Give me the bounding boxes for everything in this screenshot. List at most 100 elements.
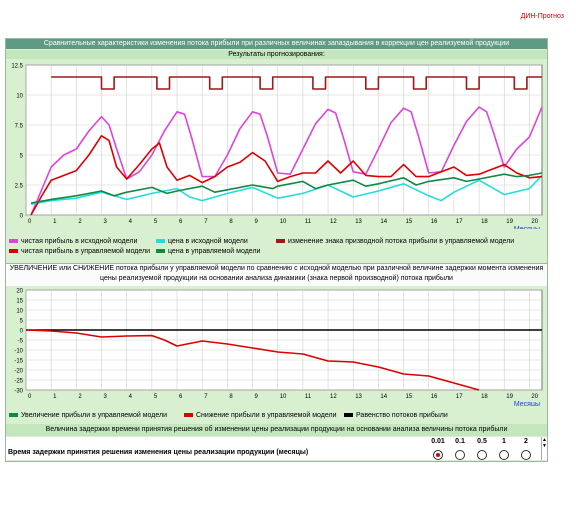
x-unit-label: Месяцы — [514, 226, 540, 229]
legend-swatch — [344, 413, 353, 418]
x-tick-label: 10 — [280, 394, 287, 400]
legend-item-base-profit: чистая прибыль в исходной модели — [9, 237, 137, 246]
x-tick-label: 18 — [481, 219, 488, 225]
delay-selector: 0.01 0.1 0.5 1 2 Время задержки принятия реш… — [6, 437, 547, 460]
brand-label: ДИН-Прогноз — [520, 13, 564, 20]
legend-item-decrease: Снижение прибыли в управляемой модели — [184, 411, 337, 420]
legend-item-base-price: цена в исходной модели — [156, 237, 248, 246]
y-tick-label: 0 — [20, 329, 24, 335]
delay-option-label: 1 — [502, 438, 506, 445]
x-tick-label: 20 — [531, 394, 538, 400]
x-tick-label: 17 — [456, 219, 463, 225]
legend-swatch — [9, 413, 18, 418]
x-tick-label: 6 — [179, 219, 183, 225]
x-tick-label: 13 — [355, 394, 362, 400]
series-line — [51, 76, 542, 90]
legend-item-equality: Равенство потоков прибыли — [344, 411, 448, 420]
scroll-up-icon[interactable]: ▲ — [542, 437, 547, 443]
delay-scrollbar[interactable]: ▲ ▼ — [541, 437, 547, 460]
legend-label: Увеличение прибыли в управляемой модели — [21, 412, 167, 419]
y-tick-label: -5 — [18, 339, 24, 345]
scroll-down-icon[interactable]: ▼ — [542, 443, 547, 449]
x-tick-label: 18 — [481, 394, 488, 400]
y-tick-label: 10 — [16, 309, 23, 315]
legend-label: Снижение прибыли в управляемой модели — [196, 412, 337, 419]
legend-item-managed-price: цена в управляемой модели — [156, 247, 260, 256]
top-chart-legend: чистая прибыль в исходной модели цена в … — [6, 235, 547, 261]
y-tick-label: 10 — [16, 94, 23, 100]
legend-swatch — [184, 413, 193, 418]
x-tick-label: 0 — [28, 219, 32, 225]
x-tick-label: 3 — [104, 219, 108, 225]
x-tick-label: 11 — [305, 394, 312, 400]
x-tick-label: 6 — [179, 394, 183, 400]
x-tick-label: 8 — [229, 219, 233, 225]
legend-label: чистая прибыль в управляемой модели — [21, 248, 151, 255]
delay-option-label: 0.1 — [455, 438, 465, 445]
legend-item-managed-profit: чистая прибыль в управляемой модели — [9, 247, 150, 256]
x-tick-label: 19 — [506, 219, 513, 225]
legend-swatch — [9, 249, 18, 254]
top-chart-header: Сравнительные характеристики изменения п… — [6, 39, 547, 49]
x-tick-label: 15 — [406, 219, 413, 225]
forecast-panel: Сравнительные характеристики изменения п… — [5, 38, 548, 462]
x-tick-label: 10 — [280, 219, 287, 225]
y-tick-label: 5 — [20, 154, 24, 160]
bottom-chart-legend: Увеличение прибыли в управляемой модели … — [6, 409, 547, 421]
series-line — [30, 106, 543, 216]
legend-label: Равенство потоков прибыли — [356, 412, 448, 419]
y-tick-label: 20 — [16, 289, 23, 295]
y-tick-label: -10 — [14, 349, 23, 355]
delay-radio-1[interactable] — [493, 447, 515, 465]
delay-radio-0-01[interactable] — [427, 447, 449, 465]
x-tick-label: 11 — [305, 219, 312, 225]
x-tick-label: 17 — [456, 394, 463, 400]
delay-option-headers: 0.01 0.1 0.5 1 2 — [427, 438, 537, 445]
delay-option-label: 0.01 — [431, 438, 445, 445]
delay-option-label: 0.5 — [477, 438, 487, 445]
x-tick-label: 20 — [531, 219, 538, 225]
x-tick-label: 2 — [78, 219, 82, 225]
x-tick-label: 3 — [104, 394, 108, 400]
y-tick-label: -25 — [14, 379, 23, 385]
x-tick-label: 16 — [431, 219, 438, 225]
x-tick-label: 1 — [53, 219, 57, 225]
radio-icon — [521, 450, 531, 460]
series-line — [30, 135, 543, 216]
x-unit-label: Месяцы — [514, 401, 540, 406]
legend-label: цена в управляемой модели — [168, 248, 261, 255]
y-tick-label: 15 — [16, 299, 23, 305]
x-tick-label: 14 — [380, 394, 387, 400]
legend-item-increase: Увеличение прибыли в управляемой модели — [9, 411, 167, 420]
y-tick-label: -20 — [14, 369, 23, 375]
x-tick-label: 15 — [406, 394, 413, 400]
x-tick-label: 8 — [229, 394, 233, 400]
bottom-chart-title: УВЕЛИЧЕНИЕ или СНИЖЕНИЕ потока прибыли у… — [6, 263, 547, 286]
legend-label: цена в исходной модели — [168, 238, 248, 245]
delay-radio-0-1[interactable] — [449, 447, 471, 465]
legend-swatch — [276, 239, 285, 244]
x-tick-label: 14 — [380, 219, 387, 225]
y-tick-label: 5 — [20, 319, 24, 325]
y-tick-label: -15 — [14, 359, 23, 365]
series-line — [30, 172, 543, 204]
delay-radio-0-5[interactable] — [471, 447, 493, 465]
x-tick-label: 7 — [204, 394, 208, 400]
radio-selected-icon — [433, 450, 443, 460]
x-tick-label: 9 — [255, 219, 259, 225]
x-tick-label: 4 — [129, 219, 133, 225]
x-tick-label: 1 — [53, 394, 57, 400]
x-tick-label: 4 — [129, 394, 133, 400]
delay-radio-2[interactable] — [515, 447, 537, 465]
legend-swatch — [9, 239, 18, 244]
y-tick-label: 2.5 — [15, 184, 24, 190]
top-chart-subtitle: Результаты прогнозирования: — [6, 50, 547, 59]
delay-section-title: Величина задержки времени принятия решен… — [6, 424, 547, 436]
delay-option-label: 2 — [524, 438, 528, 445]
x-tick-label: 7 — [204, 219, 208, 225]
legend-swatch — [156, 239, 165, 244]
x-tick-label: 2 — [78, 394, 82, 400]
y-tick-label: 7.5 — [15, 124, 24, 130]
y-tick-label: -30 — [14, 389, 23, 395]
